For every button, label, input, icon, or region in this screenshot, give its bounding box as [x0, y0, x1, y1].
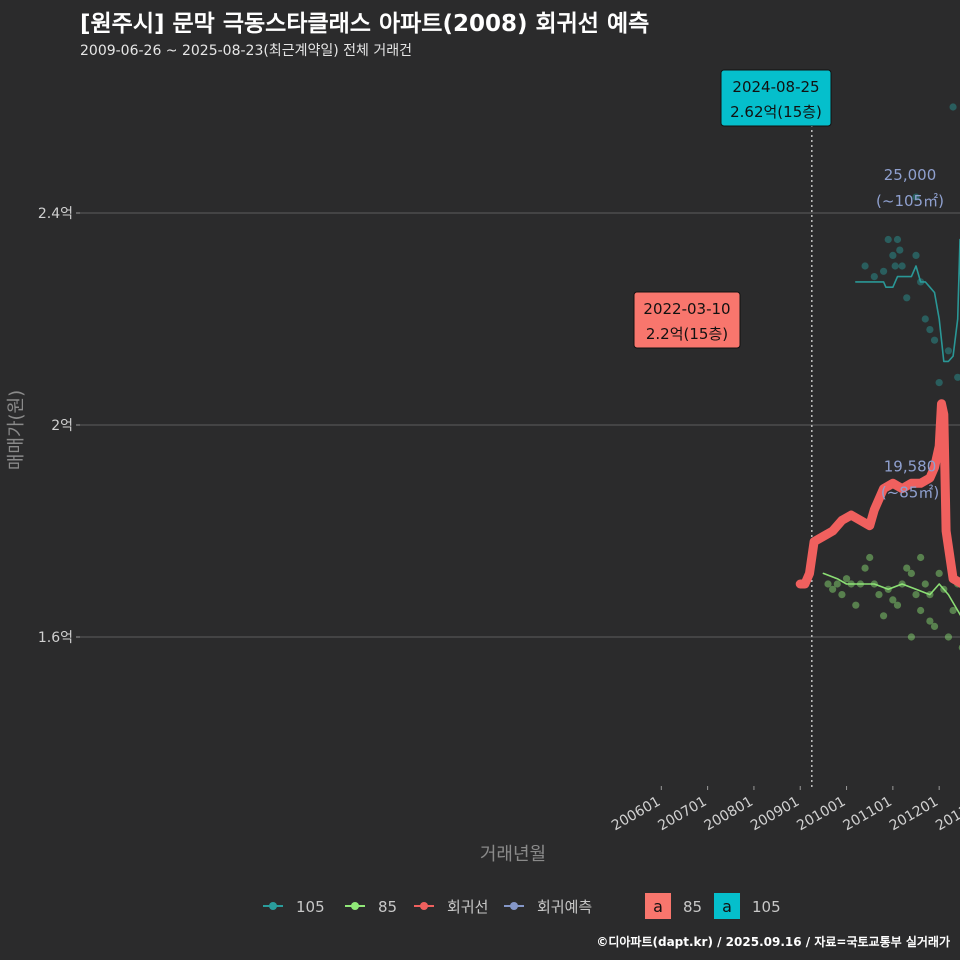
end-labels: 25,000 (~105㎡) 19,580 (~85㎡)	[876, 166, 944, 502]
scatter-85	[824, 553, 960, 651]
x-tick-label: 201101	[841, 794, 895, 835]
legend-box-key: a	[722, 897, 732, 916]
scatter-point-85	[930, 622, 939, 631]
y-tick-label: 2억	[51, 418, 73, 434]
scatter-point-85	[833, 580, 841, 588]
scatter-point-85	[838, 591, 846, 599]
y-axis-label: 매매가(원)	[6, 390, 27, 470]
grid-lines	[80, 212, 960, 638]
scatter-point-85	[917, 606, 925, 615]
scatter-point-105	[926, 326, 934, 334]
end-label-area: (~85㎡)	[881, 484, 939, 502]
legend-dot	[510, 902, 518, 910]
end-label-area: (~105㎡)	[876, 192, 944, 210]
scatter-point-105	[944, 347, 953, 355]
scatter-point-105	[921, 315, 929, 323]
scatter-point-85	[893, 601, 902, 609]
credit-line: ©디아파트(dapt.kr) / 2025.09.16 / 자료=국토교통부 실…	[596, 935, 950, 949]
legend-label: 회귀선	[447, 898, 488, 916]
scatter-point-105	[954, 373, 960, 381]
scatter-point-85	[842, 575, 851, 583]
scatter-point-105	[912, 193, 920, 201]
y-tick-label: 2.4억	[38, 206, 73, 222]
scatter-point-85	[912, 591, 920, 599]
scatter-point-105	[898, 262, 906, 270]
scatter-point-85	[944, 633, 953, 641]
scatter-point-85	[875, 591, 883, 599]
legend-dot	[351, 902, 359, 910]
annotation-value: 2.2억(15층)	[646, 325, 728, 343]
legend-box-label: 105	[752, 898, 781, 916]
x-axis-label: 거래년월	[480, 844, 546, 865]
x-tick-label: 200601	[609, 794, 663, 835]
scatter-point-85	[866, 553, 874, 562]
scatter-point-85	[852, 601, 860, 609]
legend-dot	[420, 902, 428, 910]
legend-label: 회귀예측	[537, 898, 592, 916]
scatter-point-85	[879, 612, 888, 620]
scatter-point-85	[926, 617, 934, 625]
scatter-point-105	[891, 262, 899, 270]
x-tick-label: 200901	[748, 794, 802, 835]
scatter-point-105	[870, 273, 878, 281]
legend-box	[714, 893, 740, 919]
chart-subtitle: 2009-06-26 ~ 2025-08-23(최근계약일) 전체 거래건	[80, 43, 412, 59]
scatter-point-85	[907, 633, 915, 641]
annotation-box	[633, 291, 741, 349]
legend-label: 85	[378, 898, 397, 916]
scatter-point-85	[861, 564, 869, 572]
scatter-point-85	[935, 569, 943, 578]
annotations: 2024-08-25 2.62억(15층) 2022-03-10 2.2억(15층)	[633, 69, 832, 349]
x-tick-label: 200801	[702, 794, 756, 835]
x-tick-label: 201301	[933, 794, 960, 835]
legend-dot	[269, 902, 277, 910]
scatter-point-85	[907, 569, 915, 578]
x-tick-label: 201001	[794, 794, 848, 835]
x-tick-label: 200701	[655, 794, 709, 835]
scatter-point-105	[935, 379, 943, 387]
legend-label: 105	[296, 898, 325, 916]
x-axis-ticks: 2006012007012008012009012010012011012012…	[609, 786, 960, 834]
scatter-point-105	[884, 235, 892, 244]
scatter-point-85	[949, 606, 957, 615]
annotation-value: 2.62억(15층)	[730, 103, 822, 121]
annotation-date: 2022-03-10	[643, 300, 730, 318]
series-lines	[795, 238, 960, 617]
scatter-point-105	[889, 251, 897, 259]
scatter-point-85	[824, 580, 832, 588]
scatter-point-85	[889, 596, 897, 604]
series-line-105	[854, 238, 960, 363]
legend-box-key: a	[653, 897, 663, 916]
x-tick-label: 201201	[887, 794, 941, 835]
y-axis-ticks: 1.6억 2억 2.4억	[38, 206, 80, 646]
scatter-point-85	[903, 564, 911, 572]
scatter-point-105	[861, 262, 869, 270]
legend-box-label: 85	[683, 898, 702, 916]
annotation-date: 2024-08-25	[732, 78, 819, 96]
scatter-point-85	[917, 553, 925, 562]
scatter-point-85	[921, 580, 929, 588]
scatter-point-85	[829, 585, 837, 593]
legend: 105 85 회귀선 회귀예측 a 85 a 105	[263, 893, 781, 919]
annotation-box	[720, 69, 832, 127]
y-tick-label: 1.6억	[38, 630, 73, 646]
scatter-point-105	[949, 103, 957, 111]
series-line-회귀선	[795, 399, 960, 589]
scatter-point-105	[912, 251, 920, 259]
scatter-point-105	[879, 267, 888, 275]
end-label-price: 19,580	[884, 458, 937, 476]
scatter-point-105	[893, 235, 902, 244]
legend-box	[645, 893, 671, 919]
chart-title: [원주시] 문막 극동스타클래스 아파트(2008) 회귀선 예측	[80, 11, 650, 37]
scatter-point-105	[930, 336, 939, 344]
end-label-price: 25,000	[884, 166, 937, 184]
scatter-point-105	[896, 246, 904, 254]
scatter-point-105	[903, 294, 911, 302]
